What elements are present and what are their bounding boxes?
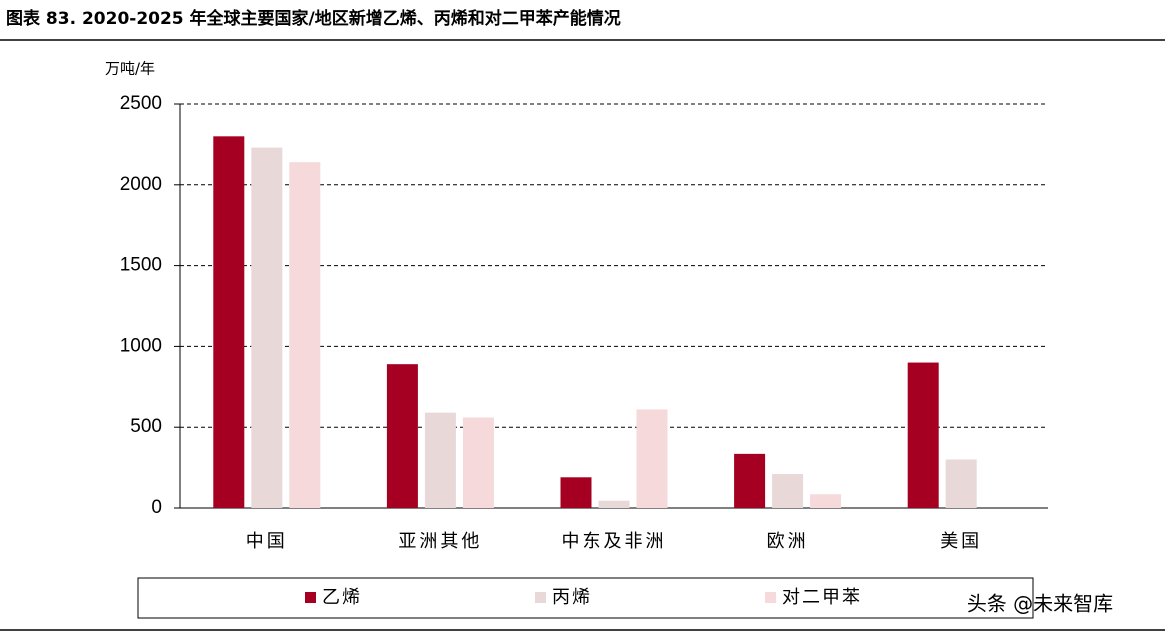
x-tick-label: 欧洲 [767, 531, 809, 552]
y-tick-label: 0 [151, 497, 162, 518]
bar [772, 474, 804, 508]
bar [462, 417, 494, 508]
watermark: 头条 @未来智库 [967, 592, 1113, 616]
x-tick-label: 中东及非洲 [562, 531, 667, 552]
y-tick-label: 1500 [120, 255, 162, 276]
y-tick-label: 500 [130, 416, 162, 437]
x-tick-label: 亚洲其他 [398, 531, 482, 552]
legend-box [137, 577, 1034, 619]
bar [734, 453, 766, 508]
bar [213, 136, 245, 508]
bar [907, 362, 939, 508]
bar [560, 477, 592, 508]
y-axis-label: 万吨/年 [105, 60, 155, 78]
legend-label: 乙烯 [322, 587, 362, 608]
y-tick-label: 1000 [120, 335, 162, 356]
bar [636, 409, 668, 508]
bar [810, 494, 842, 508]
legend-swatch [765, 592, 776, 603]
bar [386, 364, 418, 508]
legend-swatch [535, 592, 546, 603]
x-tick-label: 中国 [246, 531, 288, 552]
x-tick-label: 美国 [940, 531, 982, 552]
legend-swatch [305, 592, 316, 603]
bar [945, 459, 977, 508]
y-tick-label: 2500 [120, 93, 162, 114]
y-tick-label: 2000 [120, 174, 162, 195]
legend-label: 对二甲苯 [782, 587, 862, 608]
bar [424, 412, 456, 508]
bar [598, 500, 630, 508]
legend-label: 丙烯 [552, 587, 592, 608]
bar [251, 147, 283, 508]
bar [289, 162, 321, 508]
chart-title: 图表 83. 2020-2025 年全球主要国家/地区新增乙烯、丙烯和对二甲苯产… [6, 8, 621, 29]
